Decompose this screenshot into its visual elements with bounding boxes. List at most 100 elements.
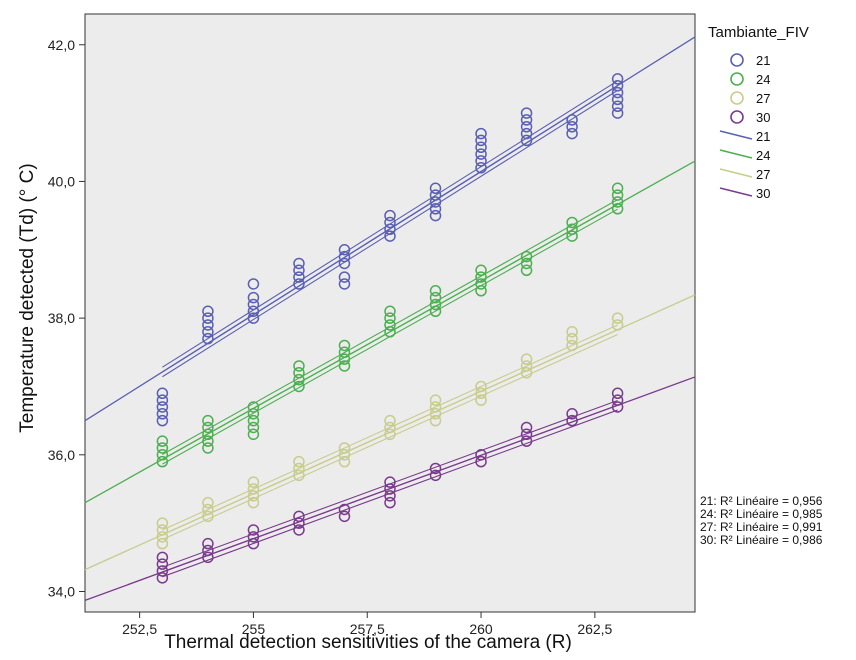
legend: 21 24 27 30 21 24 27 30: [719, 53, 770, 201]
point-21: [202, 326, 214, 338]
point-24: [429, 305, 442, 318]
point-30: [293, 517, 305, 529]
point-30: [520, 435, 533, 447]
point-27: [202, 510, 214, 523]
point-24: [384, 312, 396, 324]
point-21: [566, 121, 578, 133]
subgroup-fit-line-30: [162, 404, 618, 573]
point-21: [384, 209, 396, 222]
point-24: [475, 271, 487, 283]
point-21: [475, 148, 487, 160]
point-21: [475, 141, 487, 154]
point-24: [611, 182, 624, 195]
point-24: [202, 414, 214, 427]
point-21: [202, 319, 214, 331]
legend-line-label: 24: [756, 148, 770, 163]
point-21: [429, 203, 442, 215]
point-24: [611, 203, 624, 215]
point-24: [384, 326, 396, 338]
point-30: [384, 476, 396, 488]
y-tick-label: 40,0: [48, 173, 75, 189]
point-21: [156, 394, 169, 406]
point-24: [384, 305, 396, 318]
point-21: [384, 230, 396, 242]
legend-marker-label: 27: [756, 91, 770, 106]
point-27: [156, 524, 169, 536]
point-30: [247, 537, 260, 550]
r2-label-24: 24: R² Linéaire = 0,985: [700, 507, 823, 521]
point-21: [611, 100, 624, 113]
point-21: [566, 127, 578, 140]
point-30: [293, 524, 305, 536]
point-27: [293, 462, 305, 475]
r2-label-30: 30: R² Linéaire = 0,986: [700, 533, 823, 547]
point-30: [247, 531, 260, 543]
point-21: [520, 121, 533, 133]
point-24: [202, 435, 214, 447]
x-axis-title: Thermal detection sensitivities of the c…: [164, 632, 572, 653]
point-27: [338, 442, 351, 454]
point-27: [611, 312, 624, 324]
point-21: [384, 223, 396, 236]
point-24: [429, 285, 442, 297]
point-21: [338, 244, 351, 256]
point-30: [338, 510, 351, 523]
point-21: [247, 312, 260, 324]
point-21: [156, 414, 169, 427]
point-27: [338, 455, 351, 468]
point-24: [384, 319, 396, 331]
point-21: [202, 332, 214, 345]
point-30: [156, 551, 169, 564]
point-21: [429, 209, 442, 222]
data-points: [156, 73, 624, 584]
point-27: [475, 387, 487, 400]
subgroup-fit-line-21: [162, 85, 618, 373]
point-24: [247, 401, 260, 413]
legend-marker-label: 21: [756, 53, 770, 68]
point-24: [156, 449, 169, 461]
point-21: [611, 80, 624, 92]
point-21: [338, 257, 351, 270]
point-21: [475, 127, 487, 140]
point-30: [611, 387, 624, 400]
legend-marker-24: [730, 72, 744, 86]
legend-line-21: [719, 130, 753, 140]
point-21: [202, 312, 214, 324]
point-21: [156, 401, 169, 413]
point-27: [247, 483, 260, 495]
point-30: [156, 565, 169, 577]
x-tick-label: 255: [242, 621, 266, 637]
point-21: [384, 216, 396, 229]
point-27: [475, 380, 487, 393]
point-21: [520, 134, 533, 147]
point-24: [338, 360, 351, 372]
point-27: [202, 496, 214, 509]
point-30: [384, 496, 396, 509]
x-tick-label: 260: [469, 621, 493, 637]
point-30: [202, 544, 214, 557]
point-30: [566, 408, 578, 420]
point-30: [384, 483, 396, 495]
point-24: [475, 264, 487, 277]
point-27: [384, 414, 396, 427]
point-24: [566, 216, 578, 229]
point-30: [247, 524, 260, 536]
legend-line-label: 27: [756, 167, 770, 182]
point-21: [520, 127, 533, 140]
point-27: [475, 394, 487, 406]
axis-ticks: 34,0 36,0 38,0 40,0 42,0 252,5 255 257,5 260 262,…: [48, 37, 613, 637]
point-27: [156, 517, 169, 529]
point-27: [156, 531, 169, 543]
point-21: [429, 189, 442, 201]
subgroup-fit-line-24: [162, 203, 618, 460]
point-27: [293, 455, 305, 468]
legend-title: Tambiante_FIV: [708, 24, 809, 41]
legend-marker-label: 30: [756, 110, 770, 125]
point-24: [475, 285, 487, 297]
point-21: [429, 196, 442, 208]
point-21: [202, 305, 214, 318]
point-27: [247, 476, 260, 488]
point-27: [520, 353, 533, 365]
point-27: [566, 332, 578, 345]
